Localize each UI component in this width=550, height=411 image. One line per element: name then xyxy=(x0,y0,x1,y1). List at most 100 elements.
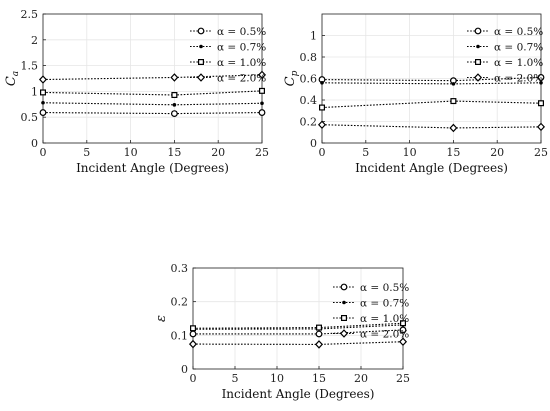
legend-label: α = 0.5% xyxy=(217,26,266,38)
series-3 xyxy=(39,87,266,99)
y-tick-label: 0 xyxy=(310,137,317,150)
legend-marker xyxy=(473,73,483,82)
y-tick-label: 1.5 xyxy=(21,60,39,73)
legend-marker xyxy=(475,58,482,65)
data-point xyxy=(190,325,197,332)
y-tick-label: 0.8 xyxy=(300,51,318,64)
y-tick-label: 2 xyxy=(31,34,38,47)
legend: α = 0.5% α = 0.7% α = 1.0% α = 2.0% xyxy=(190,26,266,85)
legend-marker xyxy=(198,58,205,65)
series-line xyxy=(321,124,542,129)
x-tick-label: 20 xyxy=(490,146,504,159)
series-4 xyxy=(38,70,267,84)
x-axis-label: Incident Angle (Degrees) xyxy=(76,161,229,175)
data-point xyxy=(317,120,327,130)
data-point xyxy=(539,81,543,85)
x-tick-label: 20 xyxy=(211,146,225,159)
data-point xyxy=(320,81,324,85)
series-line xyxy=(321,100,542,109)
data-point xyxy=(398,337,408,347)
legend-label: α = 2.0% xyxy=(494,73,543,85)
data-point xyxy=(537,74,545,81)
x-tick-label: 10 xyxy=(124,146,138,159)
data-point xyxy=(260,101,264,106)
data-point xyxy=(314,340,324,349)
data-point xyxy=(172,103,177,107)
data-point xyxy=(537,100,544,107)
y-tick-label: 0.2 xyxy=(171,296,189,309)
x-tick-label: 15 xyxy=(167,146,181,159)
x-tick-label: 15 xyxy=(446,146,460,159)
data-point xyxy=(41,100,45,105)
chart-panel-1: 0 5 10 15 20 25 0 0.5 1 1.5 2 2.5 Incident Angle (De… xyxy=(4,8,269,175)
data-point xyxy=(451,82,456,86)
y-tick-label: 0 xyxy=(31,137,38,150)
x-axis-label: Incident Angle (Degrees) xyxy=(355,161,508,175)
legend-marker xyxy=(196,73,206,82)
legend: α = 0.5% α = 0.7% α = 1.0% α = 2.0% xyxy=(333,282,409,341)
series-2 xyxy=(320,81,543,86)
legend-label: α = 0.7% xyxy=(360,298,409,310)
legend-label: α = 0.7% xyxy=(217,42,266,54)
legend-label: α = 0.5% xyxy=(360,282,409,294)
series-1 xyxy=(39,109,266,117)
data-point xyxy=(170,110,178,117)
series-line xyxy=(42,112,263,115)
y-tick-label: 0.3 xyxy=(171,262,189,275)
data-point xyxy=(319,104,326,111)
x-tick-label: 0 xyxy=(40,146,47,159)
x-tick-label: 15 xyxy=(312,372,326,385)
grid-lines xyxy=(321,14,542,144)
series-line xyxy=(42,102,263,106)
x-tick-label: 25 xyxy=(534,146,548,159)
x-tick-label: 25 xyxy=(255,146,269,159)
y-tick-label: 1 xyxy=(31,85,38,98)
y-tick-label: 0.5 xyxy=(21,111,39,124)
legend-label: α = 1.0% xyxy=(494,57,543,69)
x-tick-label: 10 xyxy=(270,372,284,385)
y-axis-label: Ca xyxy=(4,71,21,86)
data-point xyxy=(38,75,48,84)
y-tick-label: 0.4 xyxy=(300,94,318,107)
series-4 xyxy=(317,120,546,133)
legend-label: α = 1.0% xyxy=(360,313,409,325)
legend-marker xyxy=(199,44,203,49)
data-point xyxy=(259,87,266,94)
legend-marker xyxy=(476,44,480,49)
data-point xyxy=(399,326,407,334)
legend-label: α = 0.7% xyxy=(494,42,543,54)
series-3 xyxy=(190,320,407,332)
legend-marker xyxy=(474,27,482,35)
legend-marker xyxy=(340,283,348,291)
data-point xyxy=(39,89,46,96)
data-point xyxy=(449,123,458,133)
x-tick-label: 25 xyxy=(396,372,410,385)
x-tick-label: 5 xyxy=(83,146,90,159)
y-axis-label: ε xyxy=(154,315,169,322)
data-point xyxy=(258,109,266,116)
legend: α = 0.5% α = 0.7% α = 1.0% α = 2.0% xyxy=(467,26,543,85)
y-tick-label: 0 xyxy=(181,363,188,376)
legend-label: α = 1.0% xyxy=(217,57,266,69)
data-point xyxy=(171,92,178,99)
chart-panel-3: 0 5 10 15 20 25 0 0.1 0.2 0.3 Incident Angle (Degr… xyxy=(154,262,410,401)
x-tick-label: 5 xyxy=(232,372,239,385)
data-point xyxy=(257,70,267,80)
x-tick-label: 5 xyxy=(362,146,369,159)
x-tick-label: 0 xyxy=(319,146,326,159)
legend-label: α = 2.0% xyxy=(217,73,266,85)
data-point xyxy=(450,98,457,105)
data-point xyxy=(189,330,197,338)
legend-label: α = 2.0% xyxy=(360,329,409,341)
y-tick-label: 0.1 xyxy=(171,329,189,342)
x-axis-label: Incident Angle (Degrees) xyxy=(222,387,375,401)
legend-marker xyxy=(341,315,348,322)
x-tick-label: 0 xyxy=(190,372,197,385)
chart-panel-2: 0 5 10 15 20 25 0 0.2 0.4 0.6 0.8 1 Incident Angle (… xyxy=(283,13,548,175)
series-3 xyxy=(319,98,544,111)
series-line xyxy=(192,341,404,345)
x-tick-label: 20 xyxy=(354,372,368,385)
axes-frame xyxy=(192,267,404,370)
legend-marker xyxy=(339,329,349,338)
